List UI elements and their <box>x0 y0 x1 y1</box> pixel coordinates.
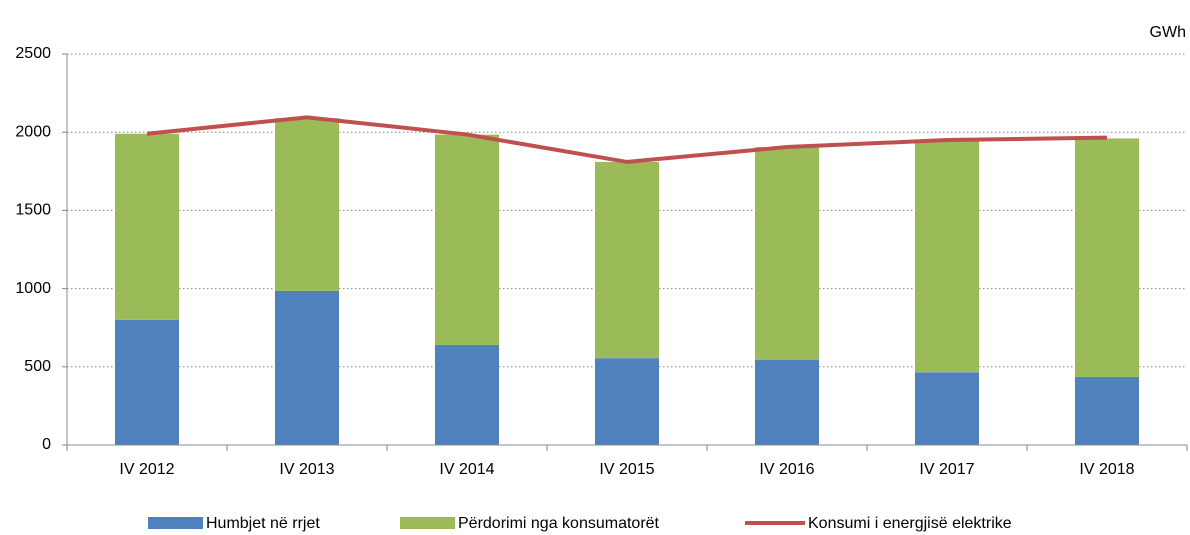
y-tick-label: 2000 <box>15 123 51 140</box>
y-tick-label: 1500 <box>15 202 51 219</box>
x-tick-label: IV 2018 <box>1079 461 1134 478</box>
line <box>146 115 1108 164</box>
x-tick-label: IV 2014 <box>439 461 494 478</box>
y-tick-label: 1000 <box>15 280 51 297</box>
y-tick-label: 2500 <box>15 45 51 62</box>
bar <box>595 161 659 359</box>
bar <box>435 344 499 445</box>
bar <box>1075 376 1139 445</box>
bar <box>915 140 979 373</box>
legend-swatch <box>148 517 203 529</box>
y-tick-label: 500 <box>24 358 51 375</box>
unit-label: GWh <box>1150 24 1186 41</box>
bar <box>1075 138 1139 377</box>
x-tick-label: IV 2013 <box>279 461 334 478</box>
legend-swatch <box>400 517 455 529</box>
x-tick-label: IV 2012 <box>119 461 174 478</box>
y-tick-label: 0 <box>42 436 51 453</box>
bar <box>115 133 179 320</box>
x-tick-label: IV 2015 <box>599 461 654 478</box>
legend-label: Humbjet në rrjet <box>206 515 320 532</box>
bar <box>595 358 659 445</box>
bar <box>275 290 339 445</box>
bar <box>275 118 339 291</box>
x-tick-label: IV 2016 <box>759 461 814 478</box>
x-tick-label: IV 2017 <box>919 461 974 478</box>
bar <box>755 359 819 445</box>
legend-label: Përdorimi nga konsumatorët <box>458 515 660 532</box>
legend-label: Konsumi i energjisë elektrike <box>808 515 1012 532</box>
bar <box>115 319 179 445</box>
bar <box>755 147 819 360</box>
bar <box>915 372 979 445</box>
bar <box>435 134 499 345</box>
